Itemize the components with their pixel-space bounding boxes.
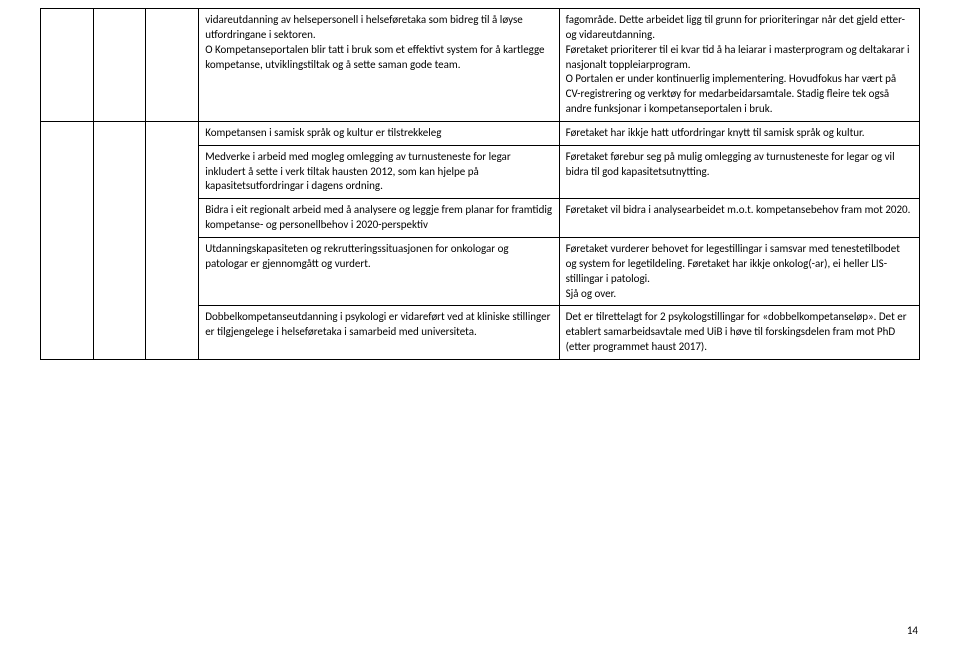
table-cell-right: fagområde. Dette arbeidet ligg til grunn… bbox=[559, 9, 919, 122]
document-table: vidareutdanning av helsepersonell i hels… bbox=[40, 8, 920, 360]
table-cell-right: Føretaket har ikkje hatt utfordringar kn… bbox=[559, 121, 919, 145]
table-cell-left: Dobbelkompetanseutdanning i psykologi er… bbox=[199, 306, 559, 360]
empty-cell bbox=[146, 9, 199, 122]
table-cell-right: Føretaket vurderer behovet for legestill… bbox=[559, 237, 919, 305]
table-cell-left: Medverke i arbeid med mogleg omlegging a… bbox=[199, 145, 559, 199]
empty-cell bbox=[93, 9, 146, 122]
table-cell-left: Bidra i eit regionalt arbeid med å analy… bbox=[199, 199, 559, 238]
table-cell-left: Utdanningskapasiteten og rekrutteringssi… bbox=[199, 237, 559, 305]
empty-cell bbox=[146, 121, 199, 359]
page-number: 14 bbox=[907, 624, 918, 637]
table-cell-left: Kompetansen i samisk språk og kultur er … bbox=[199, 121, 559, 145]
empty-cell bbox=[93, 121, 146, 359]
empty-cell bbox=[41, 9, 94, 122]
table-cell-left: vidareutdanning av helsepersonell i hels… bbox=[199, 9, 559, 122]
page-content: vidareutdanning av helsepersonell i hels… bbox=[0, 0, 960, 360]
table-cell-right: Det er tilrettelagt for 2 psykologstilli… bbox=[559, 306, 919, 360]
empty-cell bbox=[41, 121, 94, 359]
table-cell-right: Føretaket førebur seg på mulig omlegging… bbox=[559, 145, 919, 199]
table-cell-right: Føretaket vil bidra i analysearbeidet m.… bbox=[559, 199, 919, 238]
